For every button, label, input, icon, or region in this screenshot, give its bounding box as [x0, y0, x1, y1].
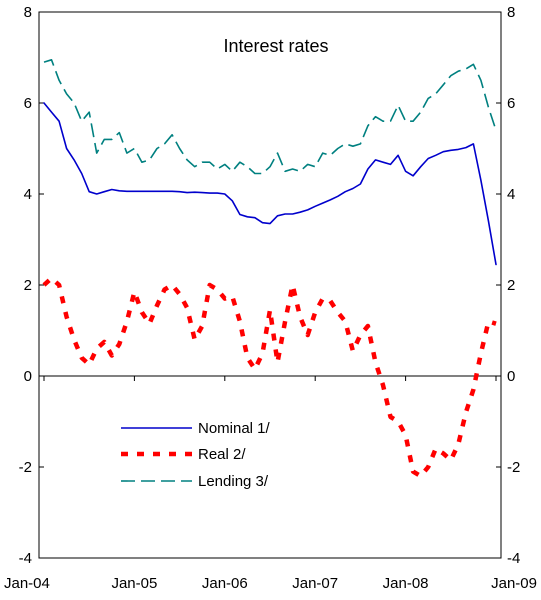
left-tick-label: 4 — [24, 186, 32, 203]
series-line-nominal — [43, 102, 497, 266]
series-line-lending — [43, 58, 497, 175]
legend-label-nominal: Nominal 1/ — [198, 420, 271, 437]
x-tick-label: Jan-05 — [111, 575, 157, 592]
right-tick-label: 0 — [507, 368, 515, 385]
left-y-axis: -4 -2 0 2 4 6 8 — [19, 4, 44, 567]
legend-label-real: Real 2/ — [198, 446, 246, 463]
left-tick-label: 6 — [24, 95, 32, 112]
right-y-axis: -4 -2 0 2 4 6 8 — [496, 4, 520, 567]
legend: Nominal 1/ Real 2/ Lending 3/ — [121, 420, 271, 490]
legend-label-lending: Lending 3/ — [198, 473, 269, 490]
x-axis: Jan-04 Jan-05 Jan-06 Jan-07 Jan-08 Jan-09 — [4, 376, 537, 592]
right-tick-label: 6 — [507, 95, 515, 112]
left-tick-label: 8 — [24, 4, 32, 21]
plot-frame — [38, 11, 502, 559]
left-tick-label: 2 — [24, 277, 32, 294]
x-tick-label: Jan-04 — [4, 575, 50, 592]
x-tick-label: Jan-08 — [383, 575, 429, 592]
chart-title: Interest rates — [223, 36, 328, 56]
right-tick-label: -2 — [507, 459, 520, 476]
right-tick-label: 4 — [507, 186, 515, 203]
series-line-real — [42, 275, 497, 479]
x-tick-label: Jan-07 — [292, 575, 338, 592]
right-tick-label: 2 — [507, 277, 515, 294]
x-tick-label: Jan-06 — [202, 575, 248, 592]
right-tick-label: -4 — [507, 550, 520, 567]
series-layer — [42, 58, 497, 479]
x-tick-label: Jan-09 — [491, 575, 537, 592]
left-tick-label: 0 — [24, 368, 32, 385]
left-tick-label: -2 — [19, 459, 32, 476]
left-tick-label: -4 — [19, 550, 32, 567]
right-tick-label: 8 — [507, 4, 515, 21]
